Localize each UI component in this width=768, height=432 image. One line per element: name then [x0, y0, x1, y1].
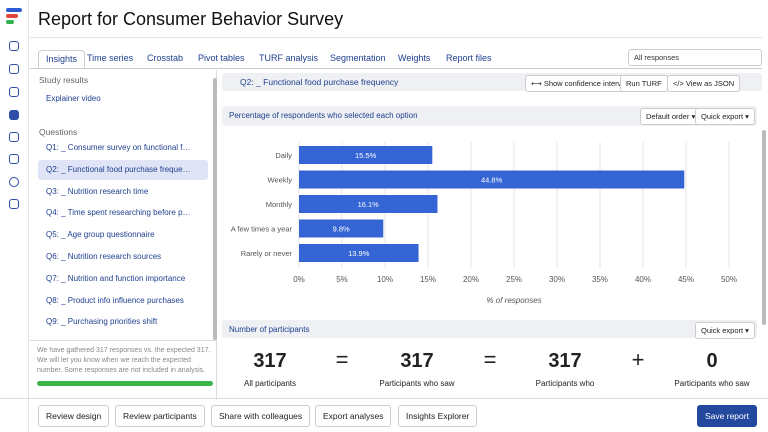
action-button[interactable]: Run TURF — [620, 75, 668, 92]
footer-button[interactable]: Export analyses — [315, 405, 392, 427]
scrollbar[interactable] — [762, 130, 766, 325]
question-item[interactable]: Q9: _ Purchasing priorities shift — [46, 317, 158, 327]
participant-count: 317 — [400, 350, 434, 372]
x-tick-label: 30% — [549, 275, 565, 284]
footer-button[interactable]: Share with colleagues — [211, 405, 311, 427]
bar-value-label: 16.1% — [358, 200, 380, 209]
operator: = — [335, 347, 349, 372]
participants-heading: Number of participants — [229, 325, 310, 334]
chart-heading: Percentage of respondents who selected e… — [229, 111, 418, 120]
participant-label: Participants who — [535, 379, 595, 388]
x-tick-label: 10% — [377, 275, 393, 284]
operator: = — [483, 347, 497, 372]
y-tick-label: Daily — [275, 151, 292, 160]
question-item[interactable]: Q7: _ Nutrition and function importance — [46, 273, 186, 283]
chart-header — [222, 106, 757, 126]
tab[interactable]: Report files — [446, 53, 492, 63]
nav-icon[interactable] — [9, 199, 19, 209]
bar — [299, 244, 419, 262]
logo — [6, 20, 14, 24]
y-tick-label: Monthly — [266, 200, 293, 209]
x-tick-label: 40% — [635, 275, 651, 284]
footer-button[interactable]: Review design — [38, 405, 110, 427]
x-tick-label: 5% — [336, 275, 348, 284]
action-button[interactable]: </> View as JSON — [667, 75, 741, 92]
bar — [299, 146, 433, 164]
bar — [299, 195, 438, 213]
tab[interactable]: Weights — [398, 53, 431, 63]
export-button[interactable]: Quick export ▾ — [695, 108, 755, 125]
divider — [30, 340, 216, 341]
participant-label: Participants who saw — [379, 379, 455, 388]
participants-header — [222, 320, 757, 338]
nav-rail — [0, 0, 29, 432]
nav-icon[interactable] — [9, 110, 19, 120]
participant-label: All participants — [243, 379, 297, 388]
participant-count: 317 — [548, 350, 582, 372]
tab[interactable]: Pivot tables — [198, 53, 245, 63]
bar-value-label: 15.5% — [355, 151, 377, 160]
participant-count: 0 — [706, 350, 718, 372]
sidebar-item[interactable]: Explainer video — [46, 94, 101, 103]
x-tick-label: 15% — [420, 275, 436, 284]
nav-icon[interactable] — [9, 177, 19, 187]
section-heading: Study results — [39, 75, 89, 85]
nav-icon[interactable] — [9, 132, 19, 142]
question-item[interactable]: Q3: _ Nutrition research time — [46, 186, 149, 196]
x-tick-label: 25% — [506, 275, 522, 284]
scrollbar[interactable] — [213, 78, 217, 340]
divider — [30, 68, 762, 69]
question-item[interactable]: Q2: _ Functional food purchase freque… — [38, 159, 208, 180]
bar-value-label: 44.8% — [481, 176, 503, 185]
x-tick-label: 45% — [678, 275, 694, 284]
progress-bar — [37, 381, 213, 386]
question-item[interactable]: Q4: _ Time spent researching before p… — [46, 208, 191, 218]
bar-value-label: 13.9% — [348, 249, 370, 258]
question-title: Q2: _ Functional food purchase frequency — [240, 77, 399, 87]
logo — [6, 14, 18, 18]
x-tick-label: 35% — [592, 275, 608, 284]
tab[interactable]: Segmentation — [330, 53, 386, 63]
nav-icon[interactable] — [9, 154, 19, 164]
tab[interactable]: TURF analysis — [259, 53, 319, 63]
x-tick-label: 20% — [463, 275, 479, 284]
footer-button[interactable]: Insights Explorer — [398, 405, 478, 427]
save-button[interactable]: Save report — [697, 405, 757, 427]
footer-button[interactable]: Review participants — [115, 405, 205, 427]
y-tick-label: Rarely or never — [241, 249, 293, 258]
bar-value-label: 9.8% — [333, 225, 350, 234]
x-axis-label: % of responses — [486, 296, 541, 305]
nav-icon[interactable] — [9, 41, 19, 51]
bar — [299, 170, 685, 189]
question-item[interactable]: Q5: _ Age group questionnaire — [46, 230, 155, 240]
logo — [6, 8, 22, 12]
question-item[interactable]: Q6: _ Nutrition research sources — [46, 252, 162, 261]
tab[interactable]: Insights — [38, 50, 86, 68]
response-filter[interactable]: All responses — [628, 49, 762, 66]
section-heading: Questions — [39, 127, 78, 137]
collection-notice: We have gathered 317 responses vs. the e… — [37, 347, 211, 374]
divider — [0, 398, 768, 399]
sort-select[interactable]: Default order ▾ — [640, 108, 702, 125]
x-tick-label: 0% — [293, 275, 305, 284]
y-tick-label: Weekly — [268, 176, 293, 185]
export-button[interactable]: Quick export ▾ — [695, 322, 755, 339]
bar — [299, 219, 384, 238]
bar-chart: 0% 5% 10% 15% 20% 25% 30% 35% 40% 45% 50% % of resp… — [231, 142, 737, 305]
question-item[interactable]: Q8: _ Product info influence purchases — [46, 295, 184, 305]
nav-icon[interactable] — [9, 87, 19, 97]
tab[interactable]: Crosstab — [147, 53, 184, 63]
page-title: Report for Consumer Behavior Survey — [38, 9, 344, 29]
operator: + — [631, 347, 645, 372]
divider — [30, 37, 762, 38]
question-item[interactable]: Q1: _ Consumer survey on functional f… — [46, 143, 191, 152]
participant-count: 317 — [253, 350, 287, 372]
tab[interactable]: Time series — [87, 53, 134, 63]
y-tick-label: A few times a year — [231, 225, 293, 234]
x-tick-label: 50% — [721, 275, 737, 284]
nav-icon[interactable] — [9, 64, 19, 74]
participant-label: Participants who saw — [674, 379, 750, 388]
